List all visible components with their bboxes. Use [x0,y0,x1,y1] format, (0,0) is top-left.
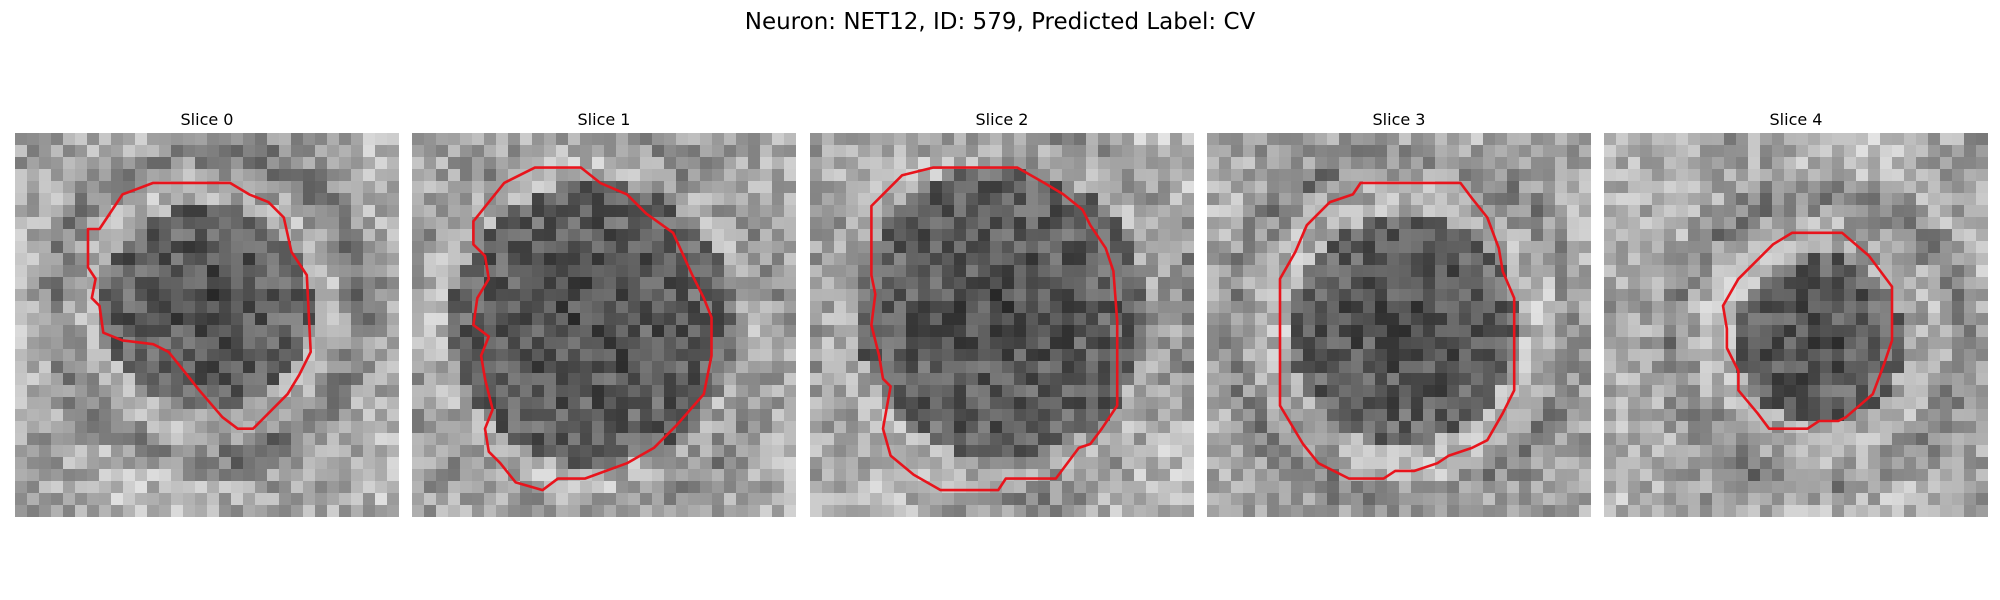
pixel-grid [412,133,796,517]
figure-title: Neuron: NET12, ID: 579, Predicted Label:… [744,9,1256,35]
roi-contour [870,166,1119,492]
slice-title: Slice 3 [1372,110,1426,129]
roi-contour [472,166,713,492]
slice-title: Slice 1 [577,110,631,129]
roi-contour [1278,181,1516,480]
slice-title: Slice 4 [1769,110,1823,129]
slice-image [1604,133,1988,517]
slice-panel-4: Slice 4 [1604,110,1988,517]
roi-contour [86,181,313,431]
pixel-grid [1207,133,1591,517]
roi-contour [1721,231,1894,431]
slice-image [15,133,399,517]
slice-panel-0: Slice 0 [15,110,399,517]
pixel-grid [15,133,399,517]
slice-title: Slice 0 [180,110,234,129]
slice-image [810,133,1194,517]
slice-panel-1: Slice 1 [412,110,796,517]
slice-image [1207,133,1591,517]
slice-image [412,133,796,517]
slice-panel-2: Slice 2 [810,110,1194,517]
slice-title: Slice 2 [975,110,1029,129]
slice-panel-3: Slice 3 [1207,110,1591,517]
pixel-grid [1604,133,1988,517]
pixel-grid [810,133,1194,517]
